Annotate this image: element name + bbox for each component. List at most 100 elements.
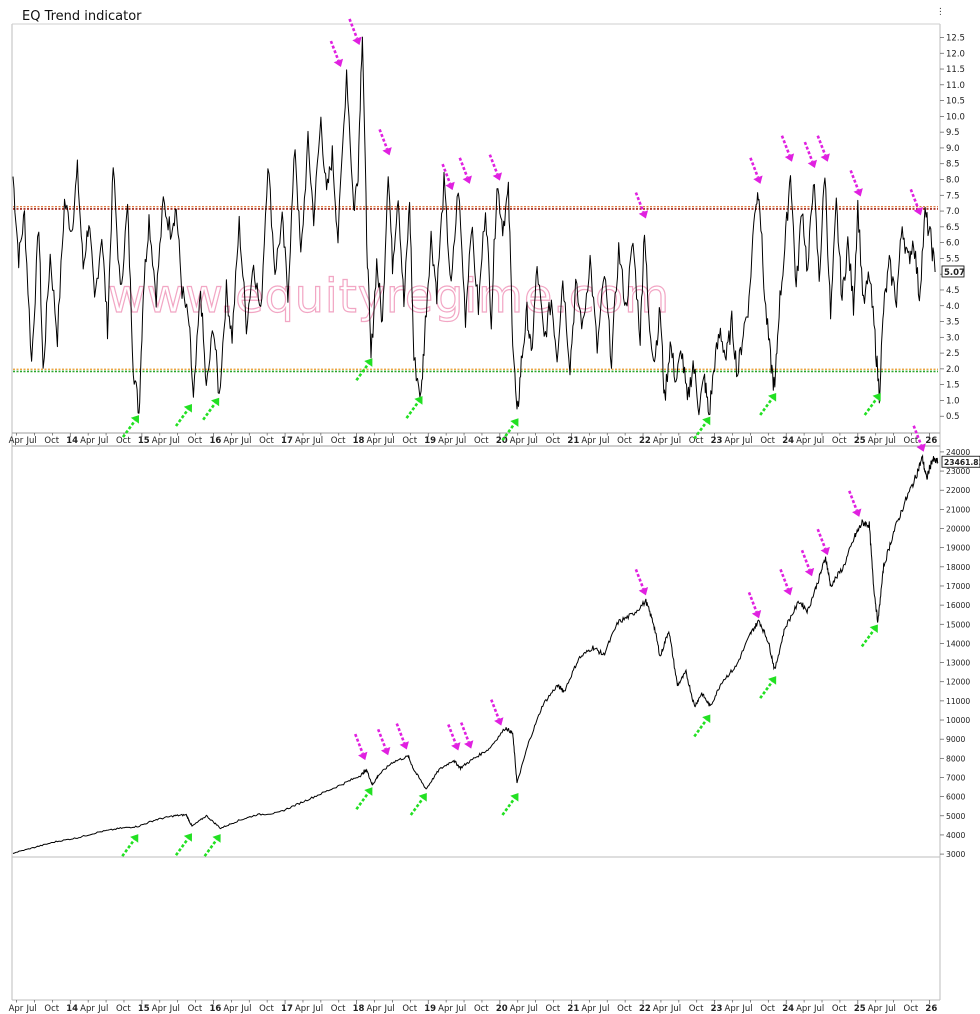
index-y-tick-label: 7000 xyxy=(946,773,965,782)
index-down-arrow xyxy=(747,591,762,619)
index-down-arrow xyxy=(848,490,862,517)
index-down-arrow-shaft xyxy=(354,733,364,755)
indicator-line xyxy=(12,36,936,416)
indicator-down-arrow xyxy=(749,157,763,184)
indicator-y-tick-label: 0.5 xyxy=(946,412,960,422)
bottom-x-tick-label: Apr xyxy=(581,1004,596,1014)
index-y-tick-label: 14000 xyxy=(946,639,970,648)
index-down-arrow-shaft xyxy=(800,549,811,571)
index-down-arrow xyxy=(490,699,504,726)
index-up-arrow xyxy=(355,787,373,810)
indicator-x-tick-label: 22 xyxy=(639,436,651,446)
indicator-down-arrow-head xyxy=(445,181,455,191)
indicator-y-tick-label: 2.5 xyxy=(946,349,960,359)
indicator-up-arrow xyxy=(202,397,220,421)
index-up-arrow-shaft xyxy=(409,797,424,816)
bottom-x-tick-label: 14 xyxy=(66,1004,78,1014)
indicator-down-arrow-head xyxy=(913,207,923,216)
index-up-arrow-shaft xyxy=(121,839,136,857)
indicator-x-tick-label: Jul xyxy=(97,436,108,446)
index-up-arrow-shaft xyxy=(203,839,218,857)
indicator-y-tick-label: 10.0 xyxy=(946,112,965,122)
indicator-up-arrow-shaft xyxy=(863,397,878,416)
bottom-x-tick-label: 16 xyxy=(209,1004,221,1014)
indicator-last-value-box xyxy=(941,265,965,278)
index-down-arrow-head xyxy=(638,587,649,596)
index-down-arrow-head xyxy=(451,742,461,751)
index-up-arrow-head xyxy=(418,792,427,802)
indicator-down-arrow-shaft xyxy=(329,40,340,61)
index-down-arrow-shaft xyxy=(912,425,923,446)
indicator-x-tick-label: 16 xyxy=(209,436,221,446)
index-down-arrow-shaft xyxy=(848,490,858,511)
bottom-x-tick-label: Jul xyxy=(97,1004,108,1014)
indicator-up-arrow xyxy=(405,396,423,419)
indicator-x-tick-label: Oct xyxy=(402,436,417,446)
index-up-arrow-head xyxy=(702,714,711,724)
indicator-up-arrow-head xyxy=(702,416,711,426)
bottom-x-tick-label: Jul xyxy=(383,1004,394,1014)
indicator-y-tick-label: 11.5 xyxy=(946,65,965,75)
index-up-arrow-shaft xyxy=(693,719,708,738)
index-down-arrow-shaft xyxy=(634,568,645,590)
bottom-x-tick-label: 20 xyxy=(496,1004,508,1014)
bottom-x-tick-label: 17 xyxy=(281,1004,293,1014)
index-y-tick-label: 10000 xyxy=(946,716,970,725)
indicator-down-arrow xyxy=(488,154,502,181)
bottom-x-tick-label: Apr xyxy=(9,1004,24,1014)
watermark-text: www.equityregime.com xyxy=(108,269,670,323)
index-y-tick-label: 11000 xyxy=(946,697,970,706)
indicator-y-tick-label: 1.5 xyxy=(946,381,960,391)
bottom-x-tick-label: Apr xyxy=(796,1004,811,1014)
indicator-x-tick-label: Apr xyxy=(581,436,596,446)
indicator-x-tick-label: 14 xyxy=(66,436,78,446)
indicator-x-tick-label: Jul xyxy=(169,436,180,446)
index-y-tick-label: 20000 xyxy=(946,525,970,534)
index-down-arrow xyxy=(816,528,830,556)
index-y-tick-label: 22000 xyxy=(946,486,970,495)
index-down-arrow-shaft xyxy=(490,699,500,720)
index-up-arrow-shaft xyxy=(860,629,875,648)
bottom-x-tick-label: Jul xyxy=(455,1004,466,1014)
index-y-tick-label: 4000 xyxy=(946,831,965,840)
indicator-last-value: 5.07 xyxy=(941,265,965,278)
index-down-arrow-shaft xyxy=(779,568,790,590)
indicator-x-tick-label: Oct xyxy=(116,436,131,446)
bottom-x-tick-label: Oct xyxy=(188,1004,203,1014)
index-y-tick-label: 12000 xyxy=(946,678,970,687)
bottom-x-tick-label: Oct xyxy=(116,1004,131,1014)
index-down-arrow xyxy=(354,733,368,761)
indicator-x-tick-label: Apr xyxy=(295,436,310,446)
bottom-x-tick-label: Apr xyxy=(653,1004,668,1014)
indicator-down-arrow-head xyxy=(492,172,502,181)
index-y-tick-label: 15000 xyxy=(946,620,970,629)
indicator-x-tick-label: Apr xyxy=(438,436,453,446)
indicator-x-tick-label: 20 xyxy=(496,436,508,446)
indicator-up-arrow-shaft xyxy=(405,401,420,419)
indicator-series xyxy=(12,36,936,416)
indicator-x-tick-label: Oct xyxy=(617,436,632,446)
bottom-x-tick-label: Oct xyxy=(904,1004,919,1014)
indicator-down-arrow-shaft xyxy=(441,163,452,185)
bottom-x-tick-label: Oct xyxy=(617,1004,632,1014)
indicator-x-tick-label: Jul xyxy=(527,436,538,446)
bottom-x-tick-label: Apr xyxy=(80,1004,95,1014)
bottom-x-tick-label: Oct xyxy=(331,1004,346,1014)
indicator-down-arrow xyxy=(849,169,863,197)
indicator-down-arrow-head xyxy=(333,58,344,68)
indicator-up-arrow xyxy=(693,416,711,440)
bottom-x-tick-label: Jul xyxy=(670,1004,681,1014)
index-down-arrow-head xyxy=(852,508,862,517)
indicator-down-arrow xyxy=(378,128,392,156)
indicator-down-arrow-head xyxy=(853,188,863,197)
indicator-up-arrow-shaft xyxy=(693,421,708,440)
indicator-x-tick-label: Jul xyxy=(741,436,752,446)
index-down-arrow xyxy=(779,568,793,596)
index-down-arrow-shaft xyxy=(376,728,387,750)
index-up-arrow xyxy=(501,792,519,816)
indicator-x-tick-label: Apr xyxy=(367,436,382,446)
index-down-arrow-shaft xyxy=(395,723,406,744)
indicator-y-axis: 0.51.01.52.02.53.03.54.04.55.05.56.06.57… xyxy=(940,33,965,422)
bottom-x-tick-label: Jul xyxy=(885,1004,896,1014)
index-y-axis: 3000 4000 5000 6000 7000 8000 9000 10000 11000 12… xyxy=(940,448,970,859)
